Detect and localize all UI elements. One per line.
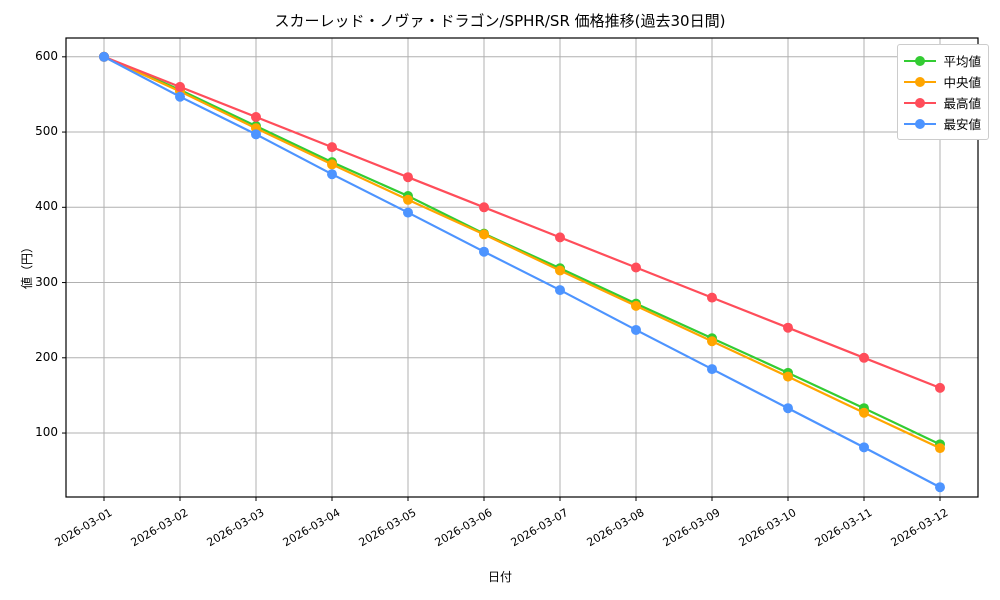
data-point-最安値 bbox=[99, 51, 109, 62]
data-point-最安値 bbox=[783, 403, 793, 414]
series-line-最高値 bbox=[102, 55, 942, 389]
data-point-最高値 bbox=[403, 172, 413, 183]
legend-label: 平均値 bbox=[943, 54, 981, 69]
series-line-最安値 bbox=[102, 55, 942, 489]
legend-label: 最安値 bbox=[943, 117, 981, 132]
data-point-最安値 bbox=[935, 482, 945, 493]
series-line-中央値 bbox=[102, 55, 942, 450]
data-point-中央値 bbox=[707, 336, 717, 347]
legend-marker-icon bbox=[904, 54, 937, 68]
data-point-最高値 bbox=[479, 202, 489, 213]
chart-legend: 平均値中央値最高値最安値 bbox=[897, 44, 989, 140]
data-point-最安値 bbox=[403, 207, 413, 218]
legend-marker-icon bbox=[904, 96, 937, 110]
legend-entry-最安値: 最安値 bbox=[904, 113, 981, 134]
axis-frame bbox=[65, 37, 979, 498]
data-point-中央値 bbox=[631, 300, 641, 311]
data-point-最安値 bbox=[327, 169, 337, 180]
data-point-中央値 bbox=[555, 265, 565, 276]
legend-entry-平均値: 平均値 bbox=[904, 50, 981, 71]
y-tick-label: 600 bbox=[35, 48, 58, 63]
data-point-中央値 bbox=[783, 371, 793, 382]
data-point-最安値 bbox=[555, 285, 565, 296]
data-point-最高値 bbox=[175, 81, 185, 92]
data-point-中央値 bbox=[859, 407, 869, 418]
y-tick-label: 300 bbox=[35, 274, 58, 289]
legend-entry-中央値: 中央値 bbox=[904, 71, 981, 92]
chart-title: スカーレッド・ノヴァ・ドラゴン/SPHR/SR 価格推移(過去30日間) bbox=[274, 12, 726, 30]
y-tick-label: 500 bbox=[35, 124, 58, 139]
data-point-最安値 bbox=[631, 324, 641, 335]
legend-marker-icon bbox=[904, 117, 937, 131]
data-point-最安値 bbox=[859, 442, 869, 453]
data-point-中央値 bbox=[935, 443, 945, 454]
data-point-最安値 bbox=[175, 91, 185, 102]
legend-label: 最高値 bbox=[943, 96, 981, 111]
data-point-最高値 bbox=[555, 232, 565, 243]
data-point-最安値 bbox=[707, 364, 717, 375]
data-point-最高値 bbox=[859, 352, 869, 363]
legend-marker-icon bbox=[904, 75, 937, 89]
data-point-最高値 bbox=[327, 142, 337, 153]
y-tick-label: 200 bbox=[35, 349, 58, 364]
data-point-最安値 bbox=[479, 246, 489, 257]
data-point-中央値 bbox=[479, 229, 489, 240]
data-point-最高値 bbox=[935, 382, 945, 393]
y-tick-label: 400 bbox=[35, 199, 58, 214]
legend-entry-最高値: 最高値 bbox=[904, 92, 981, 113]
data-point-最高値 bbox=[631, 262, 641, 273]
data-point-中央値 bbox=[403, 194, 413, 205]
y-axis-label: 値（円） bbox=[20, 241, 34, 290]
data-point-最安値 bbox=[251, 129, 261, 140]
data-point-最高値 bbox=[783, 322, 793, 333]
data-point-最高値 bbox=[707, 292, 717, 303]
series-line-平均値 bbox=[102, 55, 942, 446]
x-axis-label: 日付 bbox=[487, 570, 512, 584]
data-point-最高値 bbox=[251, 112, 261, 123]
y-tick-label: 100 bbox=[35, 425, 58, 440]
data-point-中央値 bbox=[327, 159, 337, 170]
legend-label: 中央値 bbox=[943, 75, 981, 90]
